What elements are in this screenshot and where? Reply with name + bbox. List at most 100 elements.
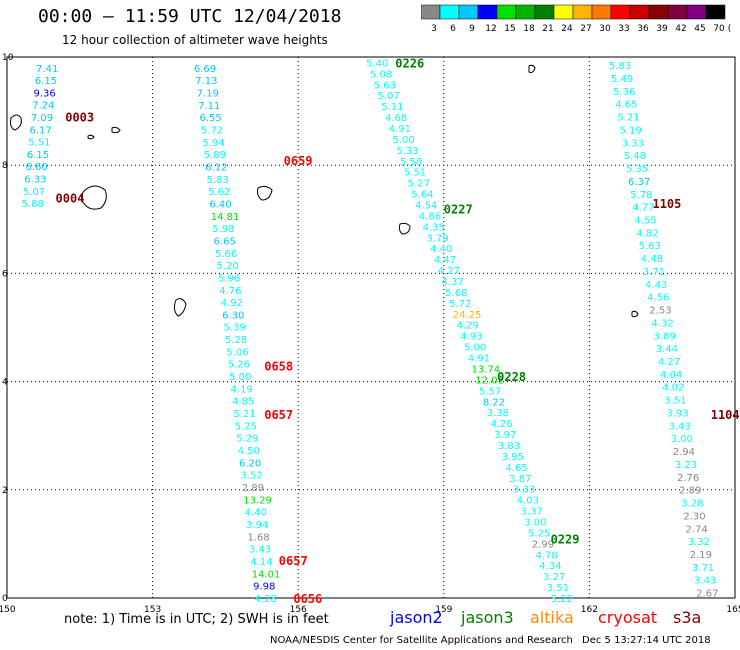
colorbar-label: 15 xyxy=(504,24,515,34)
wave-height-value: 7.24 xyxy=(32,101,54,112)
wave-height-value: 3.32 xyxy=(688,537,710,548)
wave-height-value: 7.09 xyxy=(31,113,53,124)
wave-height-value: 4.92 xyxy=(221,298,243,309)
island-outline xyxy=(87,134,95,140)
island-outline xyxy=(173,298,187,317)
pass-labels: 0003 0004 0659 0658 0657 0657 0656 0226 0227 0228… xyxy=(56,56,740,606)
legend-jason2: jason2 xyxy=(390,608,443,627)
wave-height-value: 3.28 xyxy=(681,499,703,510)
y-tick-label: 2 xyxy=(2,486,8,496)
wave-height-value: 5.35 xyxy=(626,164,648,175)
wave-height-value: 4.37 xyxy=(441,277,463,288)
wave-height-value: 4.48 xyxy=(641,254,663,265)
wave-height-value: 2.99 xyxy=(532,539,554,550)
colorbar-label: 3 xyxy=(431,24,437,34)
colorbar-label: 12 xyxy=(485,24,496,34)
wave-height-value: 5.48 xyxy=(624,151,646,162)
wave-height-value: 7.41 xyxy=(36,64,58,75)
wave-height-value: 7.11 xyxy=(198,101,220,112)
wave-height-value: 5.21 xyxy=(617,113,639,124)
wave-height-value: 3.27 xyxy=(543,572,565,583)
pass-id-label: 0228 xyxy=(497,370,526,384)
wave-height-value: 4.43 xyxy=(645,280,667,291)
x-tick-label: 159 xyxy=(435,605,452,615)
wave-height-value: 12.01 xyxy=(475,375,504,386)
map-frame xyxy=(6,56,736,599)
wave-height-value: 5.89 xyxy=(204,150,226,161)
x-tick-label: 150 xyxy=(0,605,16,615)
colorbar-label: 18 xyxy=(523,24,535,34)
wave-height-value: 4.47 xyxy=(434,255,456,266)
wave-height-value: 14.01 xyxy=(252,569,281,580)
legend-s3a: s3a xyxy=(673,608,702,627)
timestamp: Dec 5 13:27:14 UTC 2018 xyxy=(582,635,711,646)
wave-height-value: 5.25 xyxy=(235,421,257,432)
map-title: 00:00 – 11:59 UTC 12/04/2018 xyxy=(38,6,342,27)
coastlines xyxy=(10,64,639,318)
wave-height-value: 4.56 xyxy=(647,293,669,304)
island-outline xyxy=(528,64,536,73)
wave-height-value: 4.55 xyxy=(634,215,656,226)
wave-height-value: 5.00 xyxy=(464,343,486,354)
x-tick-label: 156 xyxy=(290,605,307,615)
wave-height-value: 5.51 xyxy=(28,138,50,149)
map-subtitle: 12 hour collection of altimeter wave hei… xyxy=(62,33,328,47)
map-grid xyxy=(7,57,735,598)
wave-height-value: 5.58 xyxy=(400,157,422,168)
colorbar-swatch xyxy=(705,4,726,20)
wave-height-value: 3.93 xyxy=(666,408,688,419)
wave-height-value: 3.00 xyxy=(524,517,546,528)
wave-height-value: 2.67 xyxy=(696,589,718,600)
pass-id-label: 0659 xyxy=(284,154,313,168)
x-tick-label: 153 xyxy=(144,605,161,615)
wave-height-value: 5.83 xyxy=(609,61,631,72)
wave-height-value: 3.71 xyxy=(643,267,665,278)
wave-height-value: 3.22 xyxy=(551,594,573,605)
wave-height-value: 6.20 xyxy=(239,458,261,469)
wave-height-value: 2.94 xyxy=(673,447,695,458)
colorbar-label: 33 xyxy=(618,24,629,34)
wave-height-value: 6.60 xyxy=(26,162,48,173)
wave-height-value: 5.39 xyxy=(223,323,245,334)
legend-cryosat: cryosat xyxy=(598,608,658,627)
pass-id-label: 0658 xyxy=(264,359,293,373)
wave-height-value: 4.02 xyxy=(662,383,684,394)
wave-height-value: 4.04 xyxy=(660,370,682,381)
wave-height-value: 5.63 xyxy=(374,80,396,91)
wave-height-value: 5.78 xyxy=(630,190,652,201)
wave-height-value: 4.68 xyxy=(385,113,407,124)
wave-height-value: 5.25 xyxy=(528,528,550,539)
wave-height-value: 5.83 xyxy=(207,175,229,186)
x-tick-label: 165 xyxy=(726,605,740,615)
wave-height-value: 4.28 xyxy=(255,594,277,605)
island-outline xyxy=(111,126,121,134)
wave-height-value: 3.94 xyxy=(246,520,268,531)
wave-height-value: 3.97 xyxy=(494,430,516,441)
wave-height-value: 5.40 xyxy=(366,58,388,69)
wave-height-value: 4.27 xyxy=(438,266,460,277)
wave-height-value: 9.36 xyxy=(33,88,55,99)
wave-height-value: 6.40 xyxy=(209,199,231,210)
wave-height-value: 8.22 xyxy=(483,397,505,408)
wave-height-value: 5.72 xyxy=(201,125,223,136)
credit-line: NOAA/NESDIS Center for Satellite Applica… xyxy=(270,635,573,646)
wave-height-value: 3.43 xyxy=(249,545,271,556)
island-outline xyxy=(257,185,273,201)
wave-height-value: 4.26 xyxy=(490,419,512,430)
altimeter-tracks: 7.416.159.367.247.096.175.516.156.606.33… xyxy=(22,58,719,605)
island-outline xyxy=(80,185,107,210)
colorbar-label: 30 xyxy=(599,24,611,34)
wave-height-value: 13.29 xyxy=(243,495,272,506)
wave-height-value: 5.00 xyxy=(229,372,251,383)
wave-height-value: 4.65 xyxy=(615,100,637,111)
wave-height-value: 2.89 xyxy=(242,483,264,494)
wave-height-value: 6.15 xyxy=(35,76,57,87)
wave-height-value: 3.89 xyxy=(654,331,676,342)
pass-id-label: 0226 xyxy=(395,56,424,70)
pass-id-label: 1105 xyxy=(652,197,681,211)
wave-height-value: 6.33 xyxy=(24,174,46,185)
wave-height-value: 5.07 xyxy=(23,187,45,198)
colorbar-label: 45 xyxy=(694,24,705,34)
wave-height-value: 4.34 xyxy=(539,561,561,572)
